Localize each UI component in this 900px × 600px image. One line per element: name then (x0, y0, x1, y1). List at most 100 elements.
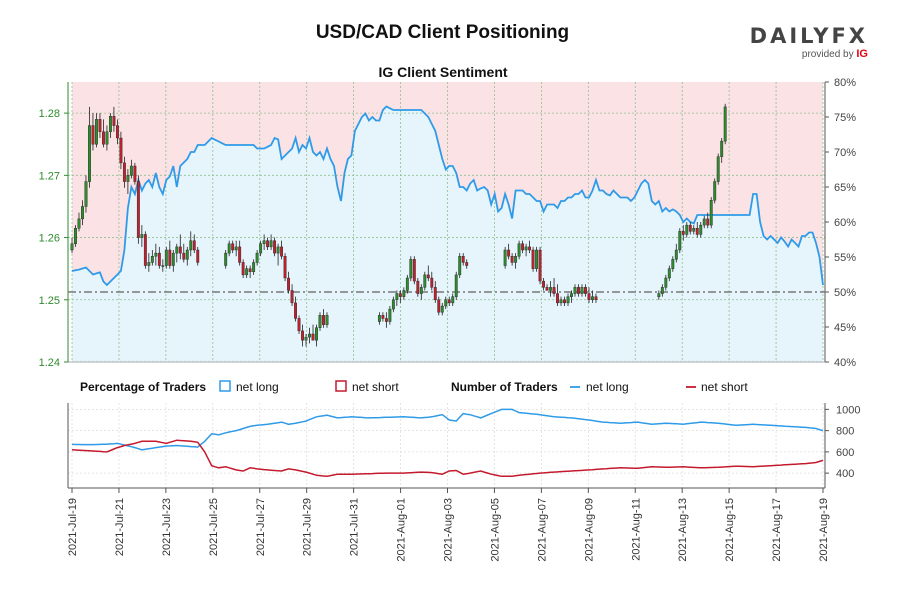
y-right-tick-label: 75% (834, 112, 856, 124)
candle-down (437, 299, 441, 313)
candle-up (709, 200, 713, 226)
candle-down (531, 249, 535, 269)
ig-logo: IG (856, 48, 868, 60)
x-tick-label: 2021-Aug-07 (536, 498, 548, 562)
x-tick-label: 2021-Aug-01 (396, 498, 408, 562)
candle-up (444, 299, 448, 307)
candle-up (245, 268, 249, 276)
candle-up (171, 252, 175, 266)
candle-down (433, 287, 437, 300)
candle-up (517, 243, 521, 257)
legend-percentage-short: net short (352, 380, 399, 394)
candle-up (573, 287, 577, 294)
legend-number-short: net short (701, 380, 748, 394)
candle-down (430, 277, 434, 288)
candle-down (528, 246, 532, 251)
x-tick-label: 2021-Jul-29 (302, 498, 314, 556)
x-tick-label: 2021-Aug-13 (677, 498, 689, 562)
candle-down (102, 131, 105, 145)
candle-up (514, 256, 518, 263)
candle-up (95, 119, 98, 145)
x-tick-label: 2021-Aug-03 (443, 498, 455, 562)
chart-subtitle: IG Client Sentiment (378, 64, 508, 80)
y-left-tick-label: 1.25 (39, 295, 60, 307)
candle-up (262, 240, 266, 244)
candle-up (660, 287, 664, 294)
candle-down (283, 256, 287, 279)
trader-count-plot: 400 600 800 1000 (67, 403, 860, 489)
candle-up (391, 299, 395, 310)
candle-up (147, 262, 151, 266)
candle-down (178, 246, 182, 254)
candle-up (377, 315, 381, 322)
candle-up (150, 256, 154, 263)
candle-down (510, 256, 514, 263)
candle-up (664, 277, 668, 288)
candle-up (269, 240, 273, 248)
candle-down (465, 262, 469, 266)
candle-up (524, 246, 528, 251)
x-tick-label: 2021-Aug-05 (489, 498, 501, 562)
y-left-tick-label: 1.26 (39, 233, 60, 245)
candle-up (405, 277, 409, 291)
candle-down (133, 165, 137, 182)
sub-y-tick-label: 600 (836, 447, 854, 459)
candle-up (591, 296, 594, 300)
candle-down (290, 290, 294, 304)
candle-down (563, 299, 566, 304)
x-axis: 2021-Jul-19 2021-Jul-21 2021-Jul-23 2021-Ju… (67, 488, 830, 562)
candle-up (304, 336, 308, 341)
candle-up (259, 243, 263, 254)
candle-up (409, 259, 413, 279)
y-right-tick-label: 60% (834, 217, 856, 229)
candle-up (503, 249, 507, 266)
candle-down (416, 280, 420, 294)
candle-down (91, 125, 95, 145)
logo-brand: DAILYFX (749, 24, 868, 48)
candle-up (692, 228, 696, 232)
y-right-tick-label: 50% (834, 287, 856, 299)
candle-down (280, 246, 284, 257)
candle-up (88, 125, 91, 182)
candle-down (287, 277, 290, 291)
candle-down (119, 137, 123, 164)
candle-down (238, 246, 242, 263)
candle-up (566, 296, 570, 304)
legend-number-long: net long (586, 380, 629, 394)
candle-up (108, 116, 112, 132)
candle-down (157, 252, 161, 266)
y-right-tick-label: 80% (834, 77, 856, 89)
x-tick-label: 2021-Jul-21 (114, 498, 126, 556)
candle-down (461, 256, 465, 263)
candle-down (695, 228, 699, 235)
candle-down (297, 318, 301, 332)
legend-number-title: Number of Traders (451, 380, 558, 394)
candle-up (723, 106, 727, 142)
candle-down (231, 243, 235, 251)
candle-up (699, 224, 703, 235)
candle-down (584, 287, 587, 294)
chart-title: USD/CAD Client Positioning (315, 22, 570, 43)
candle-up (671, 259, 675, 269)
candle-down (301, 330, 304, 341)
x-tick-label: 2021-Aug-17 (771, 498, 783, 562)
candle-up (255, 252, 259, 263)
x-tick-label: 2021-Aug-09 (583, 498, 595, 562)
candle-up (713, 181, 717, 201)
x-tick-label: 2021-Aug-19 (818, 498, 830, 562)
candle-up (126, 175, 130, 182)
legend-percentage-title: Percentage of Traders (80, 380, 206, 394)
candle-up (570, 293, 573, 297)
candle-up (535, 249, 538, 269)
y-left-tick-label: 1.28 (39, 108, 60, 120)
candle-down (577, 287, 580, 294)
logo-provided-text: provided by (801, 49, 854, 60)
candle-down (381, 315, 385, 319)
candle-down (248, 268, 252, 272)
price-sentiment-plot: 1.24 1.25 1.26 1.27 1.28 40% 45% 50% 55% 60% 65% 70… (39, 77, 857, 369)
candle-down (143, 234, 147, 266)
candle-up (678, 231, 682, 251)
candle-down (706, 218, 710, 226)
candle-up (276, 246, 280, 254)
sub-y-tick-label: 1000 (836, 404, 860, 416)
